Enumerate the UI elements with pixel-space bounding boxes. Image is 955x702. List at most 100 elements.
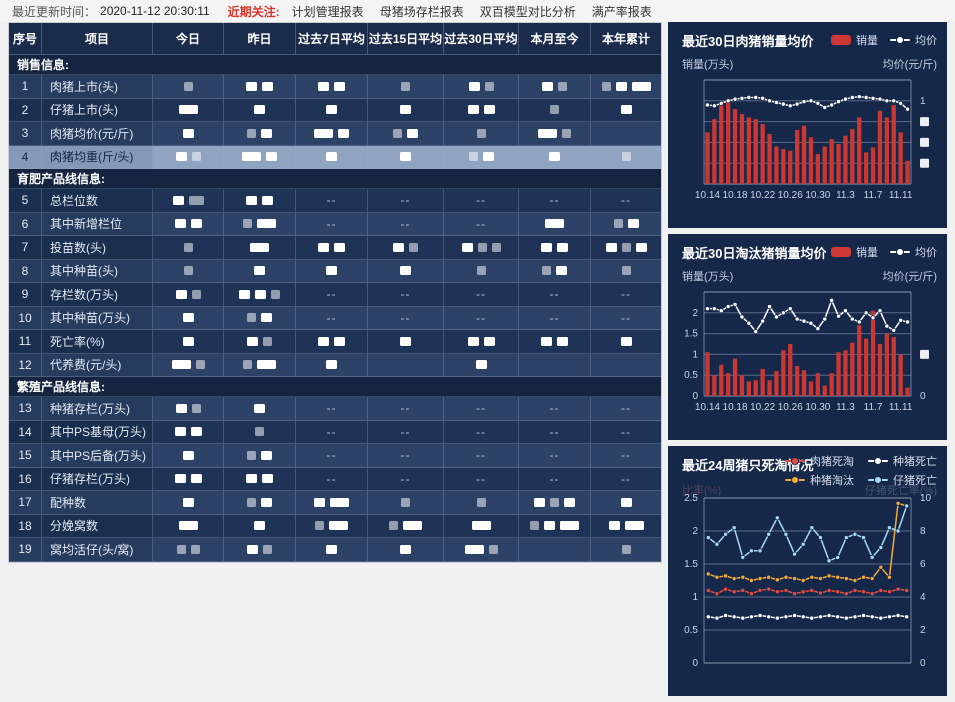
table-row[interactable]: 10 其中种苗(万头) -- -- -- -- -- — [9, 306, 661, 330]
empty-value: -- — [400, 471, 411, 486]
redacted-value — [326, 544, 337, 554]
redacted-value — [318, 242, 329, 252]
redacted-value — [246, 81, 257, 91]
redacted-value — [262, 474, 273, 484]
redacted-value — [183, 242, 193, 252]
redacted-value — [171, 360, 191, 370]
value-cell: -- — [444, 189, 519, 213]
table-row[interactable]: 13 种猪存栏(万头) -- -- -- -- -- — [9, 397, 661, 421]
value-cell — [591, 353, 661, 377]
redacted-value — [544, 521, 555, 531]
empty-value: -- — [400, 287, 411, 302]
line-dot-icon — [868, 456, 888, 466]
redacted-value — [550, 105, 559, 115]
svg-text:1: 1 — [692, 592, 698, 603]
empty-value: -- — [326, 448, 337, 463]
nav-link-3[interactable]: 双百模型对比分析 — [479, 4, 576, 19]
value-cell: -- — [444, 467, 519, 491]
redacted-value — [400, 105, 411, 115]
table-row[interactable]: 16 仔猪存栏(万头) -- -- -- -- -- — [9, 467, 661, 491]
table-row[interactable]: 18 分娩窝数 — [9, 514, 661, 538]
legend-item[interactable]: 仔猪死亡 — [868, 472, 937, 488]
redacted-value — [182, 336, 194, 346]
value-cell — [153, 189, 224, 213]
svg-text:10.30: 10.30 — [805, 402, 830, 413]
value-cell: -- — [368, 420, 444, 444]
redacted-value — [461, 242, 473, 252]
value-cell — [153, 397, 224, 421]
line-dot-icon — [890, 35, 910, 45]
table-row[interactable]: 12 代养费(元/头) — [9, 353, 661, 377]
legend-item[interactable]: 均价 — [890, 32, 937, 48]
value-cell — [296, 145, 368, 169]
legend-item[interactable]: 肉猪死淘 — [785, 453, 854, 469]
table-row[interactable]: 6 其中新增栏位 -- -- -- — [9, 212, 661, 236]
svg-text:10.22: 10.22 — [750, 190, 775, 201]
table-row-selected[interactable]: 4 肉猪均重(斤/头) — [9, 145, 661, 169]
redacted-value — [182, 497, 194, 507]
redacted-value — [188, 195, 204, 205]
redacted-value — [621, 242, 631, 252]
table-row[interactable]: 11 死亡率(%) — [9, 330, 661, 354]
value-cell — [224, 306, 296, 330]
redacted-value — [468, 152, 478, 162]
nav-link-4[interactable]: 满产率报表 — [591, 4, 652, 19]
legend-label: 销量 — [856, 35, 878, 47]
value-cell — [153, 236, 224, 260]
svg-text:10: 10 — [920, 493, 932, 504]
empty-value: -- — [621, 448, 631, 463]
row-item-name: 窝均活仔(头/窝) — [42, 538, 153, 562]
redacted-value — [542, 81, 553, 91]
value-cell — [519, 259, 591, 283]
value-cell — [224, 259, 296, 283]
value-cell — [444, 538, 519, 562]
value-cell — [296, 330, 368, 354]
table-row[interactable]: 7 投苗数(头) — [9, 236, 661, 260]
redacted-value — [314, 128, 333, 138]
table-row[interactable]: 3 肉猪均价(元/斤) — [9, 122, 661, 146]
nav-link-1[interactable]: 计划管理报表 — [291, 4, 364, 19]
section-header-row: 销售信息: — [9, 55, 661, 75]
value-cell — [224, 538, 296, 562]
value-cell — [368, 98, 444, 122]
row-index: 19 — [9, 538, 42, 562]
redacted-value — [601, 81, 611, 91]
table-row[interactable]: 1 肉猪上市(头) — [9, 75, 661, 99]
table-row[interactable]: 9 存栏数(万头) -- -- -- -- -- — [9, 283, 661, 307]
table-row[interactable]: 8 其中种苗(头) — [9, 259, 661, 283]
row-index: 9 — [9, 283, 42, 307]
empty-value: -- — [549, 448, 560, 463]
redacted-value — [257, 219, 276, 229]
table-row[interactable]: 2 仔猪上市(头) — [9, 98, 661, 122]
row-index: 11 — [9, 330, 42, 354]
nav-link-2[interactable]: 母猪场存栏报表 — [379, 4, 464, 19]
table-row[interactable]: 17 配种数 — [9, 491, 661, 515]
redacted-value — [329, 521, 348, 531]
value-cell — [591, 514, 661, 538]
table-row[interactable]: 19 窝均活仔(头/窝) — [9, 538, 661, 562]
value-cell — [444, 330, 519, 354]
empty-value: -- — [476, 287, 486, 302]
row-index: 17 — [9, 491, 42, 515]
row-index: 8 — [9, 259, 42, 283]
table-row[interactable]: 14 其中PS基母(万头) -- -- -- -- -- — [9, 420, 661, 444]
svg-text:2.5: 2.5 — [684, 493, 698, 504]
redacted-value — [491, 242, 501, 252]
line-dot-icon — [890, 247, 910, 257]
table-row[interactable]: 5 总栏位数 -- -- -- -- -- — [9, 189, 661, 213]
legend-item[interactable]: 销量 — [831, 32, 878, 48]
legend-item[interactable]: 销量 — [831, 244, 878, 260]
legend-item[interactable]: 均价 — [890, 244, 937, 260]
redacted-value — [182, 128, 194, 138]
value-cell — [444, 491, 519, 515]
table-row[interactable]: 15 其中PS后备(万头) -- -- -- -- -- — [9, 444, 661, 468]
legend-item[interactable]: 种猪死亡 — [868, 453, 937, 469]
legend-item[interactable]: 种猪淘汰 — [785, 472, 854, 488]
bar-swatch-icon — [831, 35, 851, 45]
svg-text:0.5: 0.5 — [684, 625, 698, 636]
svg-text:1: 1 — [920, 96, 926, 107]
value-cell — [296, 236, 368, 260]
redacted-value — [483, 336, 495, 346]
row-item-name: 代养费(元/头) — [42, 353, 153, 377]
svg-text:10.14: 10.14 — [695, 402, 720, 413]
